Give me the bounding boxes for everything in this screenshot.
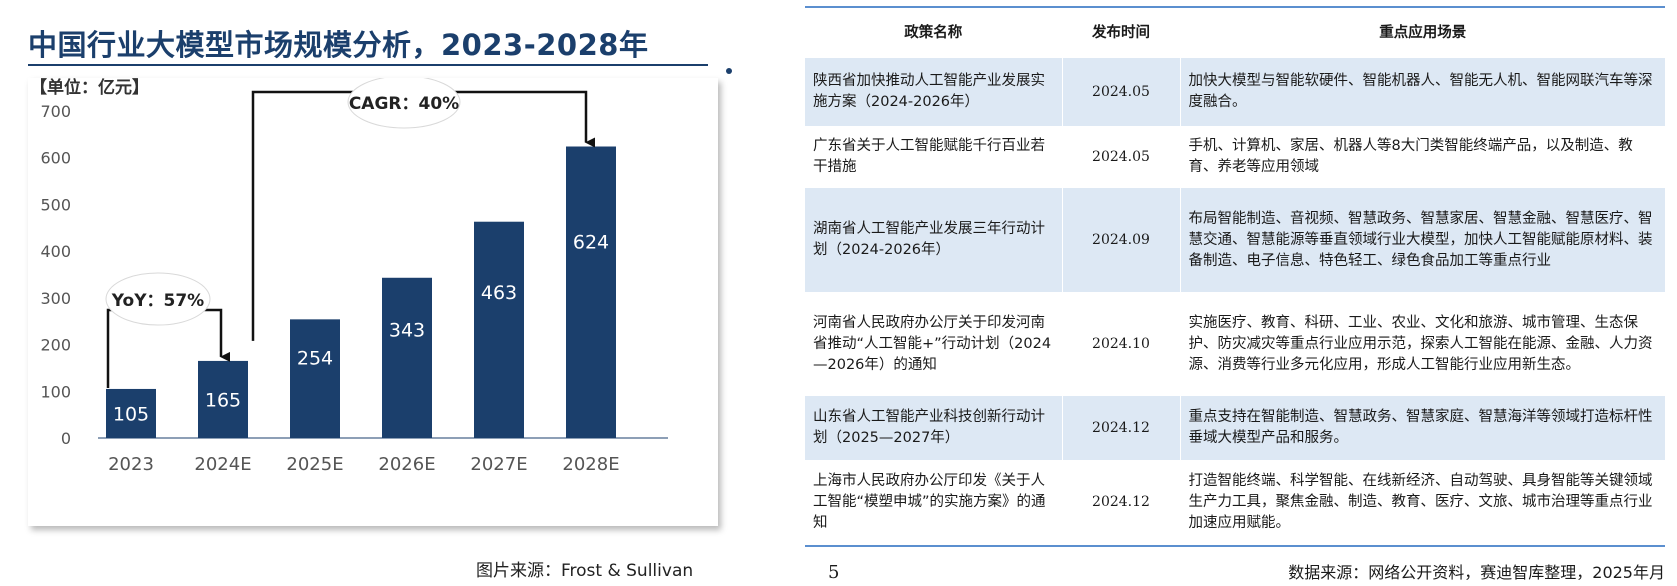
bar-2028e <box>566 146 616 438</box>
bar-2027e <box>474 221 524 438</box>
bar-value-label: 624 <box>573 232 609 254</box>
application-scene-cell: 实施医疗、教育、科研、工业、农业、文化和旅游、城市管理、生态保护、防灾减灾等重点… <box>1188 314 1653 373</box>
policy-name-cell: 广东省关于人工智能赋能千行百业若干措施 <box>813 138 1045 175</box>
application-scene-cell: 打造智能终端、科学智能、在线新经济、自动驾驶、具身智能等关键领域生产力工具，聚焦… <box>1188 473 1653 531</box>
release-date-cell: 2024.05 <box>1061 58 1181 126</box>
table-row: 陕西省加快推动人工智能产业发展实施方案（2024-2026年） 2024.05 … <box>805 58 1665 126</box>
application-scene-cell: 重点支持在智能制造、智慧政务、智慧家庭、智慧海洋等领域打造标杆性垂域大模型产品和… <box>1180 396 1665 460</box>
bar-value-label: 463 <box>481 282 517 304</box>
chart-source: 图片来源：Frost & Sullivan <box>476 561 694 581</box>
bar-2025e <box>290 319 340 438</box>
y-tick-label: 0 <box>61 429 71 448</box>
table-row: 湖南省人工智能产业发展三年行动计划（2024-2026年） 2024.09 布局… <box>805 188 1665 292</box>
x-tick-label: 2025E <box>286 454 343 475</box>
yoy-label: YoY：57% <box>111 291 204 311</box>
chart-title: 中国行业大模型市场规模分析，2023-2028年 <box>28 28 649 62</box>
application-scene-cell: 加快大模型与智能软硬件、智能机器人、智能无人机、智能网联汽车等深度融合。 <box>1180 58 1665 126</box>
y-tick-label: 300 <box>40 289 71 308</box>
release-date-cell: 2024.12 <box>1061 396 1181 460</box>
y-tick-label: 100 <box>40 382 71 401</box>
x-tick-label: 2024E <box>194 454 251 475</box>
y-tick-label: 400 <box>40 242 71 261</box>
yoy-bubble <box>105 272 211 326</box>
bar-2026e <box>382 277 432 438</box>
x-tick-label: 2028E <box>562 454 619 475</box>
release-date-cell: 2024.12 <box>1061 460 1181 546</box>
policy-table: 政策名称 发布时间 重点应用场景 陕西省加快推动人工智能产业发展实施方案（202… <box>805 6 1665 547</box>
y-tick-label: 500 <box>40 195 71 214</box>
release-date-cell: 2024.05 <box>1061 126 1181 188</box>
bar-value-label: 343 <box>389 320 425 342</box>
bar-value-label: 254 <box>297 348 333 370</box>
y-tick-label: 700 <box>40 102 71 121</box>
release-date-cell: 2024.09 <box>1061 188 1181 292</box>
table-source: 数据来源：网络公开资料，赛迪智库整理，2025年月 <box>1288 563 1665 582</box>
policy-name-cell: 山东省人工智能产业科技创新行动计划（2025—2027年） <box>805 396 1062 460</box>
bar-2024e <box>198 360 248 438</box>
policy-name-cell: 上海市人民政府办公厅印发《关于人工智能“模塑申城”的实施方案》的通知 <box>813 473 1046 531</box>
table-row: 上海市人民政府办公厅印发《关于人工智能“模塑申城”的实施方案》的通知 2024.… <box>805 460 1665 546</box>
table-header-row: 政策名称 发布时间 重点应用场景 <box>805 7 1665 58</box>
bar-value-label: 165 <box>205 389 241 411</box>
header-policy-name: 政策名称 <box>904 24 963 41</box>
bar-chart: 【单位：亿元】 0 100 200 300 400 500 600 700 105 2023 165 2… <box>30 78 668 475</box>
table-row: 山东省人工智能产业科技创新行动计划（2025—2027年） 2024.12 重点… <box>805 396 1665 460</box>
header-release-date: 发布时间 <box>1061 7 1181 58</box>
unit-label: 【单位：亿元】 <box>30 78 149 98</box>
header-application-scene: 重点应用场景 <box>1379 24 1467 41</box>
title-rule <box>28 64 708 66</box>
policy-name-cell: 陕西省加快推动人工智能产业发展实施方案（2024-2026年） <box>805 58 1062 126</box>
x-tick-label: 2026E <box>378 454 435 475</box>
table-row: 河南省人民政府办公厅关于印发河南省推动“人工智能+”行动计划（2024—2026… <box>805 292 1665 396</box>
x-tick-label: 2027E <box>470 454 527 475</box>
table-row: 广东省关于人工智能赋能千行百业若干措施 2024.05 手机、计算机、家居、机器… <box>805 126 1665 188</box>
policy-name-cell: 湖南省人工智能产业发展三年行动计划（2024-2026年） <box>805 188 1062 292</box>
x-tick-label: 2023 <box>108 454 154 475</box>
release-date-cell: 2024.10 <box>1061 292 1181 396</box>
cagr-label: CAGR：40% <box>349 94 459 114</box>
application-scene-cell: 布局智能制造、音视频、智慧政务、智慧家居、智慧金融、智慧医疗、智慧交通、智慧能源… <box>1180 188 1665 292</box>
chart-panel: 【单位：亿元】 0 100 200 300 400 500 600 700 105 2023 165 2… <box>28 78 718 526</box>
y-tick-label: 200 <box>40 336 71 355</box>
cagr-bubble <box>347 78 461 129</box>
policy-name-cell: 河南省人民政府办公厅关于印发河南省推动“人工智能+”行动计划（2024—2026… <box>813 314 1052 373</box>
bar-value-label: 105 <box>113 403 149 425</box>
y-tick-label: 600 <box>40 149 71 168</box>
page-number: 5 <box>828 562 840 583</box>
application-scene-cell: 手机、计算机、家居、机器人等8大门类智能终端产品，以及制造、教育、养老等应用领域 <box>1188 138 1633 175</box>
bar-2023 <box>106 388 156 438</box>
title-dot <box>726 68 732 74</box>
